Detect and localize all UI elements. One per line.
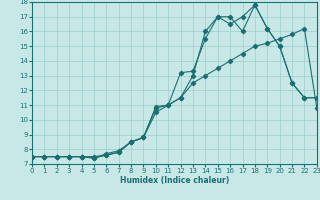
X-axis label: Humidex (Indice chaleur): Humidex (Indice chaleur) bbox=[120, 176, 229, 185]
